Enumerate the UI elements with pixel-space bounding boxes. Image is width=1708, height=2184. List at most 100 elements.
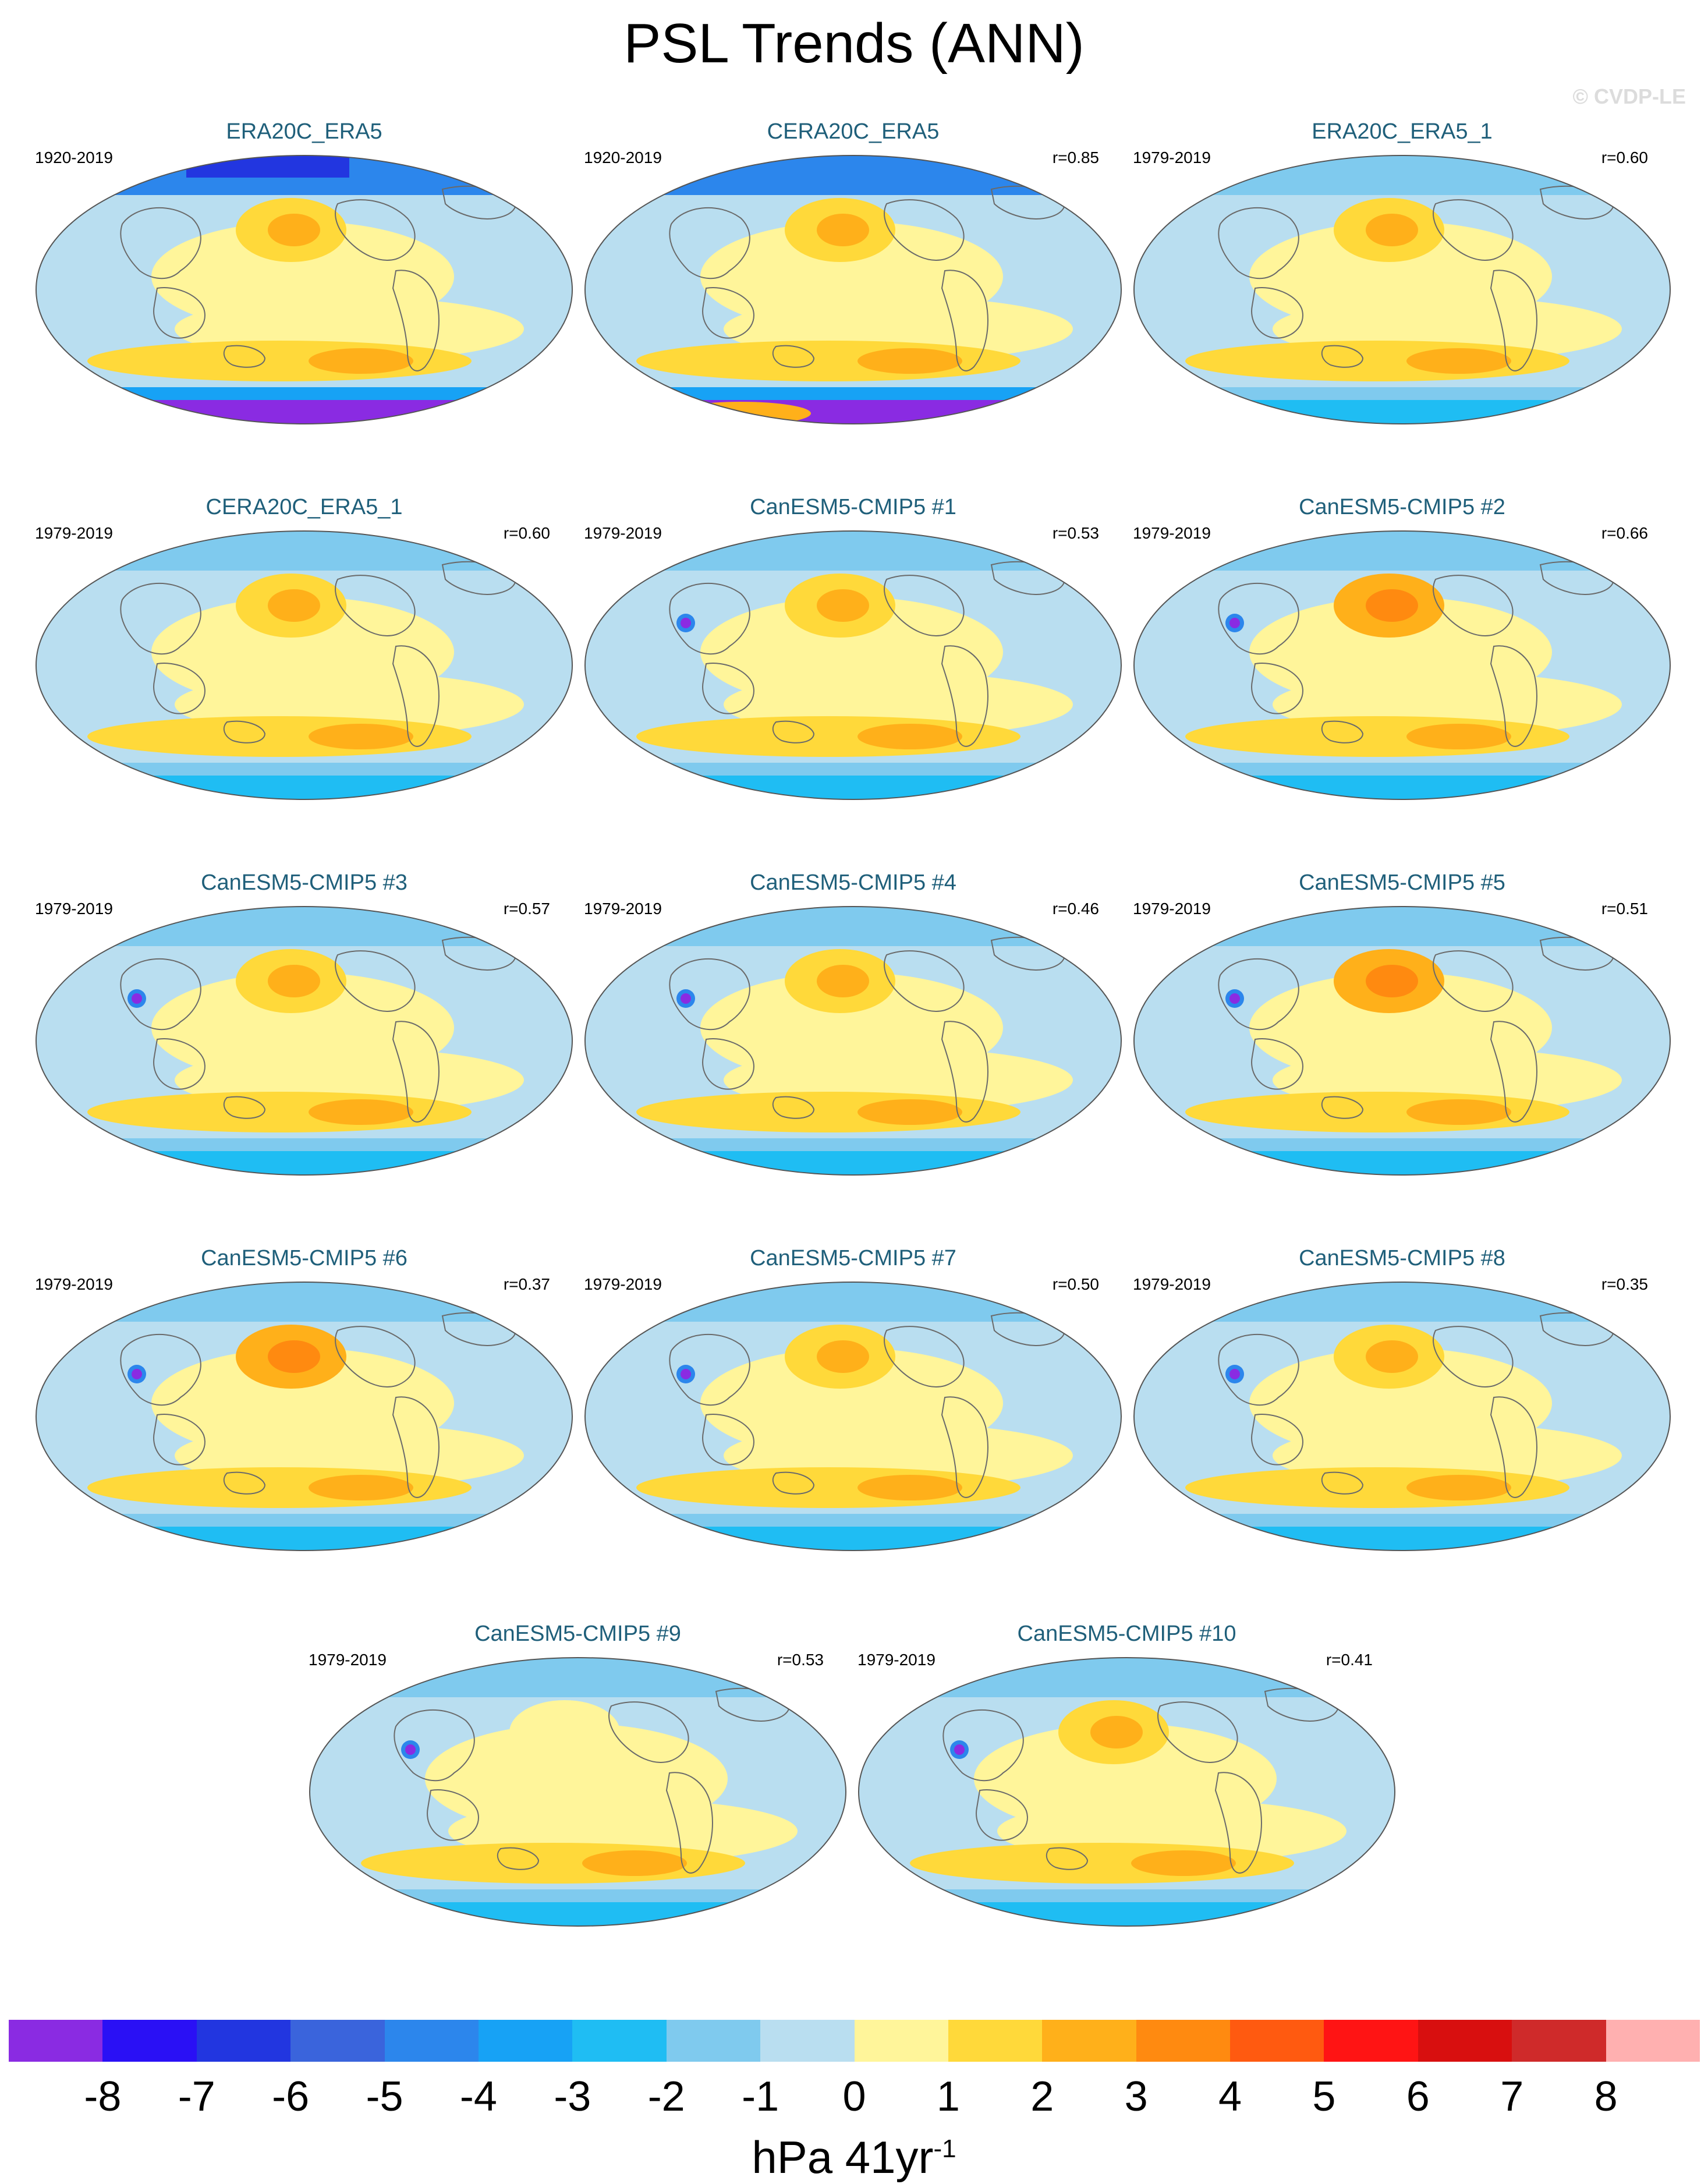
map-panel: CERA20C_ERA5_1 1979-2019 r=0.60: [35, 495, 573, 801]
panel-correlation: r=0.53: [1052, 524, 1099, 542]
colorbar-swatch: [854, 2020, 949, 2062]
map-panel: CanESM5-CMIP5 #9 1979-2019 r=0.53: [309, 1622, 847, 1927]
colorbar-swatch: [196, 2020, 291, 2062]
panel-period: 1920-2019: [35, 148, 113, 167]
panel-correlation: r=0.50: [1052, 1275, 1099, 1293]
panel-period: 1979-2019: [35, 1275, 113, 1293]
panel-correlation: r=0.60: [1601, 148, 1648, 167]
panel-title: CanESM5-CMIP5 #6: [201, 1246, 407, 1270]
colorbar-tick-label: 4: [1218, 2073, 1242, 2120]
colorbar-tick-label: 6: [1406, 2073, 1430, 2120]
panel-period: 1979-2019: [1133, 1275, 1211, 1293]
panel-title: CanESM5-CMIP5 #2: [1299, 495, 1505, 519]
panel-period: 1979-2019: [35, 900, 113, 918]
colorbar-tick-label: -4: [459, 2073, 497, 2120]
colorbar-swatch: [572, 2020, 667, 2062]
world-map: [36, 906, 573, 1176]
units-main: hPa 41yr: [752, 2132, 934, 2183]
colorbar-swatch: [384, 2020, 479, 2062]
credit-watermark: © CVDP-LE: [1572, 84, 1686, 108]
panel-period: 1979-2019: [584, 524, 662, 542]
colorbar-swatch: [760, 2020, 855, 2062]
panel-correlation: r=0.53: [777, 1651, 824, 1669]
panel-title: CanESM5-CMIP5 #3: [201, 870, 407, 895]
colorbar-tick-label: -5: [366, 2073, 403, 2120]
colorbar-tick-label: -6: [272, 2073, 310, 2120]
world-map: [36, 530, 573, 800]
map-panel: CanESM5-CMIP5 #2 1979-2019 r=0.66: [1133, 495, 1671, 801]
colorbar-swatch: [1042, 2020, 1137, 2062]
map-panel: CanESM5-CMIP5 #10 1979-2019 r=0.41: [857, 1622, 1396, 1927]
panel-period: 1979-2019: [1133, 900, 1211, 918]
world-map: [309, 1657, 846, 1927]
colorbar-tick-label: 5: [1312, 2073, 1336, 2120]
panel-correlation: r=0.51: [1601, 900, 1648, 918]
colorbar-swatch: [290, 2020, 385, 2062]
panel-title: CanESM5-CMIP5 #4: [750, 870, 956, 895]
colorbar-tick-label: -3: [554, 2073, 591, 2120]
panel-title: CanESM5-CMIP5 #7: [750, 1246, 956, 1270]
panel-correlation: r=0.60: [503, 524, 550, 542]
colorbar-swatch: [1418, 2020, 1512, 2062]
colorbar-swatch: [666, 2020, 761, 2062]
colorbar-swatch: [1324, 2020, 1419, 2062]
colorbar-swatch: [1606, 2020, 1700, 2062]
map-panel: ERA20C_ERA5 1920-2019: [35, 119, 573, 425]
map-panel: CanESM5-CMIP5 #6 1979-2019 r=0.37: [35, 1246, 573, 1552]
panel-correlation: r=0.41: [1326, 1651, 1373, 1669]
panel-period: 1979-2019: [309, 1651, 387, 1669]
colorbar-tick-label: 3: [1124, 2073, 1148, 2120]
colorbar-swatch: [1230, 2020, 1324, 2062]
panel-title: CERA20C_ERA5_1: [205, 495, 403, 519]
colorbar-tick-label: 7: [1500, 2073, 1524, 2120]
panel-title: CanESM5-CMIP5 #9: [474, 1622, 681, 1646]
world-map: [584, 155, 1122, 424]
panel-period: 1979-2019: [1133, 524, 1211, 542]
map-panel: CanESM5-CMIP5 #8 1979-2019 r=0.35: [1133, 1246, 1671, 1552]
panel-title: CERA20C_ERA5: [767, 119, 940, 144]
world-map: [1133, 155, 1671, 424]
colorbar-units: hPa 41yr-1: [0, 2131, 1708, 2184]
world-map: [584, 530, 1122, 800]
map-panel: ERA20C_ERA5_1 1979-2019 r=0.60: [1133, 119, 1671, 425]
world-map: [36, 1282, 573, 1551]
world-map: [584, 906, 1122, 1176]
colorbar-tick-label: 1: [936, 2073, 960, 2120]
panel-period: 1979-2019: [35, 524, 113, 542]
map-panel: CanESM5-CMIP5 #5 1979-2019 r=0.51: [1133, 870, 1671, 1176]
world-map: [858, 1657, 1395, 1927]
panel-correlation: r=0.35: [1601, 1275, 1648, 1293]
panel-title: ERA20C_ERA5_1: [1312, 119, 1493, 144]
colorbar-tick-label: -8: [84, 2073, 122, 2120]
world-map: [584, 1282, 1122, 1551]
colorbar-tick-label: -2: [647, 2073, 685, 2120]
figure-title: PSL Trends (ANN): [623, 12, 1085, 75]
colorbar-tick-label: 2: [1030, 2073, 1054, 2120]
panel-period: 1979-2019: [584, 1275, 662, 1293]
panel-period: 1979-2019: [584, 900, 662, 918]
panel-title: CanESM5-CMIP5 #1: [750, 495, 956, 519]
world-map: [1133, 530, 1671, 800]
map-panel: CERA20C_ERA5 1920-2019 r=0.85: [584, 119, 1122, 425]
panel-correlation: r=0.66: [1601, 524, 1648, 542]
colorbar-swatch: [1512, 2020, 1607, 2062]
colorbar-swatch: [102, 2020, 197, 2062]
colorbar-tick-label: -1: [742, 2073, 779, 2120]
panel-period: 1920-2019: [584, 148, 662, 167]
panel-title: CanESM5-CMIP5 #5: [1299, 870, 1505, 895]
map-panel: CanESM5-CMIP5 #4 1979-2019 r=0.46: [584, 870, 1122, 1176]
map-panel: CanESM5-CMIP5 #1 1979-2019 r=0.53: [584, 495, 1122, 801]
panel-period: 1979-2019: [857, 1651, 935, 1669]
colorbar-tick-label: 0: [842, 2073, 866, 2120]
panel-correlation: r=0.46: [1052, 900, 1099, 918]
panel-correlation: r=0.57: [503, 900, 550, 918]
panel-correlation: r=0.85: [1052, 148, 1099, 167]
colorbar-swatch: [9, 2020, 103, 2062]
panel-period: 1979-2019: [1133, 148, 1211, 167]
colorbar-tick-label: -7: [178, 2073, 215, 2120]
panel-correlation: r=0.37: [503, 1275, 550, 1293]
world-map: [36, 155, 573, 424]
colorbar-swatch: [478, 2020, 573, 2062]
colorbar-swatch: [948, 2020, 1043, 2062]
